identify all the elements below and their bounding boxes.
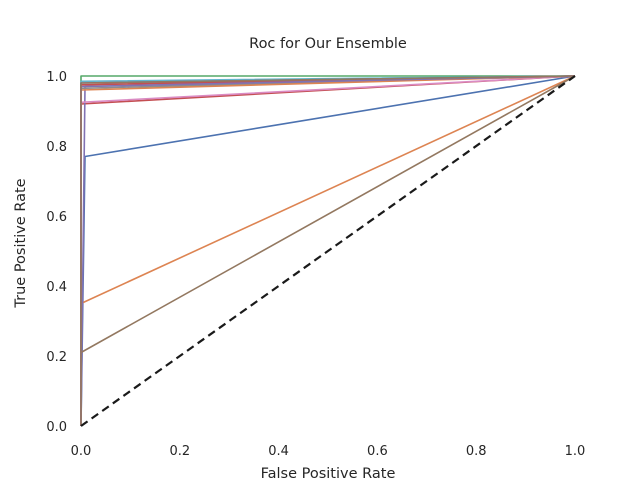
chance-diagonal-line [80, 75, 576, 427]
y-tick-label: 0.4 [46, 280, 67, 295]
y-tick-label: 0.6 [46, 210, 67, 225]
chart-title: Roc for Our Ensemble [249, 36, 407, 52]
x-tick-label: 0.4 [268, 444, 289, 459]
x-axis-label: False Positive Rate [261, 466, 396, 480]
y-tick-label: 0.0 [46, 420, 67, 435]
y-tick-label: 0.8 [46, 140, 67, 155]
roc-curve-15 [80, 75, 576, 426]
x-tick-label: 0.2 [169, 444, 190, 459]
plot-area [80, 75, 576, 427]
x-tick-label: 0.8 [466, 444, 487, 459]
y-axis-ticks: 0.0 0.2 0.4 0.6 0.8 1.0 [46, 70, 67, 435]
x-tick-label: 1.0 [565, 444, 586, 459]
y-tick-label: 0.2 [46, 350, 67, 365]
y-axis-label: True Positive Rate [13, 178, 29, 308]
x-tick-label: 0.0 [71, 444, 92, 459]
x-axis-ticks: 0.0 0.2 0.4 0.6 0.8 1.0 [71, 444, 586, 459]
x-tick-label: 0.6 [367, 444, 388, 459]
y-tick-label: 1.0 [46, 70, 67, 85]
